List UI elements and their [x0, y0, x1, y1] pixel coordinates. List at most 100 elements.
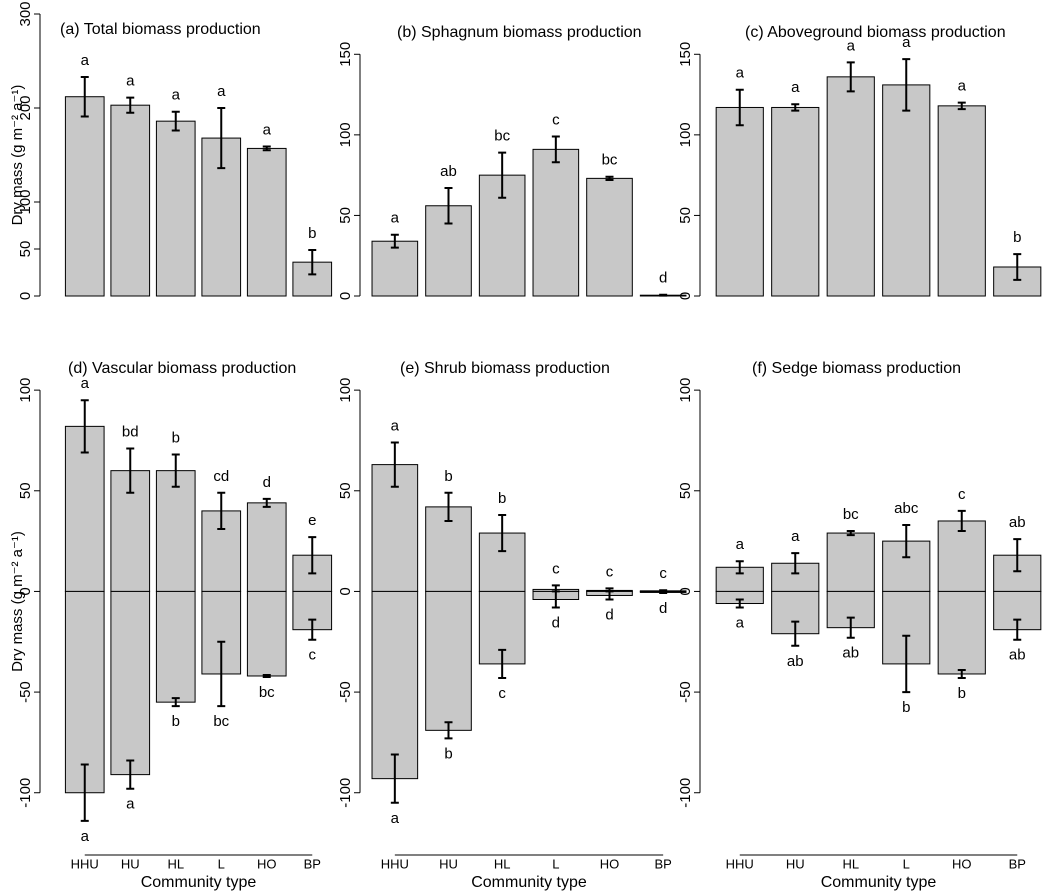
significance-letter: c [958, 486, 966, 503]
error-bar [171, 110, 180, 132]
y-tick-label: 0 [17, 587, 34, 595]
y-tick-label: 50 [337, 207, 354, 224]
y-tick-label: 50 [677, 482, 694, 499]
significance-letter: a [172, 87, 181, 104]
significance-letter: d [263, 474, 271, 491]
x-tick-label: HU [786, 856, 805, 871]
panel-title: (e) Shrub biomass production [400, 360, 610, 377]
error-bar [605, 175, 614, 181]
significance-letter: b [902, 699, 910, 716]
significance-letter: a [217, 83, 226, 100]
bar [715, 106, 764, 297]
significance-letter: c [552, 111, 560, 128]
y-tick-label: 50 [17, 482, 34, 499]
error-bar [659, 293, 668, 297]
significance-letter: bc [494, 128, 510, 145]
error-bar [957, 101, 966, 111]
error-bar [1013, 253, 1022, 281]
x-tick-label: HHU [726, 856, 754, 871]
significance-letter: b [444, 745, 452, 762]
x-tick-label: HO [952, 856, 972, 871]
error-bar [498, 648, 507, 679]
bar [771, 106, 820, 297]
significance-letter: abc [894, 500, 919, 517]
y-tick-label: -50 [677, 681, 694, 703]
significance-letter: c [659, 565, 667, 582]
bar [586, 177, 633, 297]
error-bar [390, 441, 399, 488]
bar [64, 96, 105, 297]
x-tick-label: HO [257, 856, 277, 871]
significance-letter: a [736, 615, 745, 632]
bar [371, 240, 419, 297]
y-tick-label: 150 [677, 42, 694, 67]
error-bar [217, 640, 226, 708]
significance-letter: a [847, 37, 856, 54]
bar [532, 148, 580, 297]
y-tick-label: -100 [17, 778, 34, 808]
significance-letter: c [552, 560, 560, 577]
y-tick-label: 100 [17, 189, 34, 214]
error-bar [80, 399, 89, 454]
x-tick-label: HU [121, 856, 140, 871]
significance-letter: cd [213, 468, 229, 485]
significance-letter: bc [602, 152, 618, 169]
error-bar [262, 673, 271, 678]
x-tick-label: HHU [71, 856, 99, 871]
error-bar [735, 598, 744, 609]
significance-letter: a [81, 375, 90, 392]
error-bar [171, 697, 180, 708]
error-bar [308, 248, 317, 276]
bar [826, 532, 875, 592]
error-bar [308, 536, 317, 575]
y-tick-label: 0 [677, 292, 694, 300]
significance-letter: a [391, 210, 400, 227]
error-bar [735, 560, 744, 575]
y-tick-label: 200 [17, 95, 34, 120]
y-tick-label: -50 [17, 681, 34, 703]
significance-letter: a [391, 810, 400, 827]
x-tick-label: BP [304, 856, 321, 871]
bar [64, 590, 105, 794]
panel-title: (d) Vascular biomass production [68, 360, 296, 377]
bar [993, 590, 1042, 631]
significance-letter: ab [842, 645, 859, 662]
y-tick-label: 0 [337, 292, 354, 300]
y-tick-label: 300 [17, 1, 34, 26]
error-bar [551, 590, 560, 609]
significance-letter: a [902, 34, 911, 51]
error-bar [217, 107, 226, 170]
x-axis-label: Community type [471, 874, 587, 891]
significance-letter: ab [1009, 514, 1026, 531]
significance-letter: b [1013, 229, 1021, 246]
significance-letter: bc [843, 506, 859, 523]
error-bar [126, 759, 135, 790]
y-tick-label: 0 [337, 587, 354, 595]
x-tick-label: L [552, 856, 559, 871]
bar [826, 76, 875, 297]
bar [937, 590, 986, 675]
significance-letter: c [498, 685, 506, 702]
significance-letter: d [659, 270, 667, 287]
bar [246, 590, 287, 677]
bar [155, 470, 196, 592]
bar [937, 520, 986, 592]
panel-title: (a) Total biomass production [60, 21, 261, 38]
error-bar [957, 509, 966, 533]
error-bar [80, 763, 89, 822]
error-bar [791, 103, 800, 112]
significance-letter: ab [440, 163, 457, 180]
error-bar [551, 135, 560, 164]
error-bar [1013, 618, 1022, 641]
y-tick-label: 0 [17, 292, 34, 300]
panel-title: (b) Sphagnum biomass production [397, 24, 642, 41]
y-tick-label: 50 [337, 482, 354, 499]
error-bar [262, 497, 271, 508]
x-tick-label: BP [1009, 856, 1026, 871]
x-tick-label: HL [494, 856, 511, 871]
error-bar [444, 721, 453, 740]
error-bar [902, 634, 911, 694]
y-tick-label: 150 [337, 42, 354, 67]
y-tick-label: -100 [337, 778, 354, 808]
